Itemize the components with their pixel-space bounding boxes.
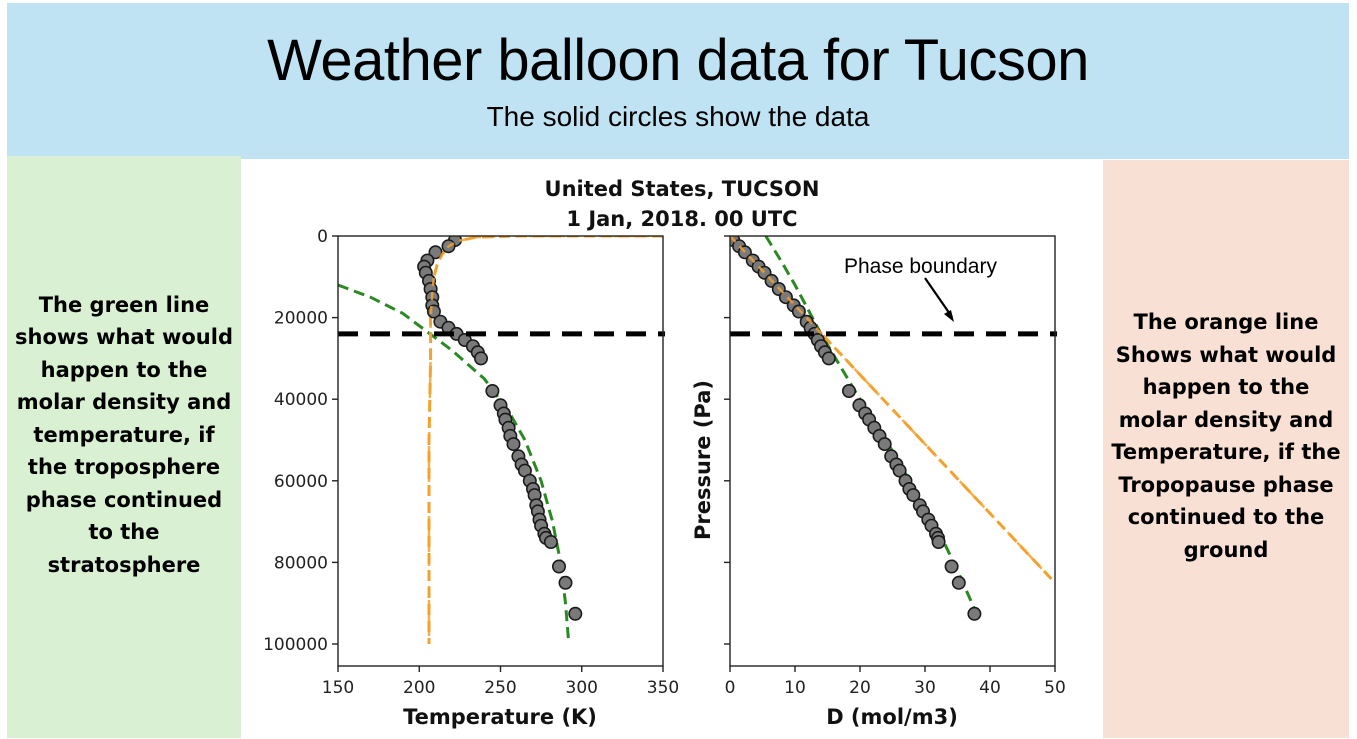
y-tick-label: 60000 bbox=[274, 472, 328, 492]
x-tick-label: 40 bbox=[979, 678, 1001, 698]
data-point bbox=[474, 351, 489, 366]
x-tick-label: 150 bbox=[322, 678, 354, 698]
data-point bbox=[931, 534, 946, 549]
phase-boundary-arrow bbox=[924, 277, 953, 318]
data-point bbox=[944, 559, 959, 574]
x-tick-label: 30 bbox=[914, 678, 936, 698]
data-point bbox=[485, 384, 500, 399]
green-line-explanation-text: The green line shows what would happen t… bbox=[15, 292, 233, 577]
x-tick-label: 0 bbox=[725, 678, 736, 698]
data-point bbox=[892, 463, 907, 478]
data-point bbox=[877, 437, 892, 452]
x-axis-label-density: D (mol/m3) bbox=[826, 705, 958, 729]
weather-balloon-chart: United States, TUCSON 1 Jan, 2018. 00 UT… bbox=[263, 177, 1066, 729]
tropopause-extrapolation-overlay bbox=[730, 236, 1055, 584]
phase-boundary-annotation: Phase boundary bbox=[844, 255, 997, 278]
y-tick-label: 80000 bbox=[274, 553, 328, 573]
density-plot: 0 10 20 30 40 50 bbox=[724, 235, 1066, 698]
data-point bbox=[428, 245, 443, 260]
chart-title-line-1: United States, TUCSON bbox=[545, 177, 820, 201]
data-point bbox=[841, 384, 856, 399]
y-axis-label-pressure: Pressure (Pa) bbox=[691, 380, 715, 540]
x-tick-label: 10 bbox=[784, 678, 806, 698]
x-tick-label: 200 bbox=[403, 678, 435, 698]
header-banner: Weather balloon data for Tucson The soli… bbox=[7, 3, 1349, 159]
phase-boundary-arrowhead bbox=[944, 310, 954, 322]
tropopause-extrapolation-line bbox=[427, 236, 663, 644]
orange-line-explanation-text: The orange line Shows what would happen … bbox=[1111, 310, 1341, 562]
y-tick-label: 40000 bbox=[274, 390, 328, 410]
orange-line-explanation-panel: The orange line Shows what would happen … bbox=[1103, 160, 1349, 738]
data-point bbox=[821, 351, 836, 366]
x-tick-label: 20 bbox=[849, 678, 871, 698]
plot-area bbox=[338, 236, 663, 645]
data-point bbox=[558, 575, 573, 590]
data-point bbox=[906, 488, 921, 503]
x-tick-label: 250 bbox=[484, 678, 516, 698]
x-tick-label: 350 bbox=[647, 678, 679, 698]
temperature-plot: 150 200 250 300 350 0 20000 40000 60000 80000 1000… bbox=[263, 227, 679, 698]
x-axis-label-temperature: Temperature (K) bbox=[403, 705, 597, 729]
green-line-explanation-panel: The green line shows what would happen t… bbox=[7, 156, 241, 738]
plot-frame bbox=[337, 235, 664, 667]
data-point bbox=[791, 304, 806, 319]
plot-frame bbox=[729, 235, 1056, 667]
y-tick-label: 0 bbox=[317, 227, 328, 247]
page-subtitle: The solid circles show the data bbox=[486, 101, 870, 132]
data-point bbox=[568, 606, 583, 621]
x-tick-label: 300 bbox=[566, 678, 598, 698]
data-point bbox=[506, 437, 521, 452]
data-point bbox=[967, 606, 982, 621]
page-title: Weather balloon data for Tucson bbox=[267, 28, 1089, 93]
data-point bbox=[551, 559, 566, 574]
x-tick-label: 50 bbox=[1044, 678, 1066, 698]
y-tick-label: 20000 bbox=[274, 309, 328, 329]
data-point bbox=[951, 575, 966, 590]
y-tick-label: 100000 bbox=[263, 635, 328, 655]
chart-title-line-2: 1 Jan, 2018. 00 UTC bbox=[566, 207, 797, 231]
plot-area bbox=[730, 236, 1055, 621]
tropopause-extrapolation-overlay bbox=[427, 236, 663, 644]
data-point bbox=[543, 534, 558, 549]
